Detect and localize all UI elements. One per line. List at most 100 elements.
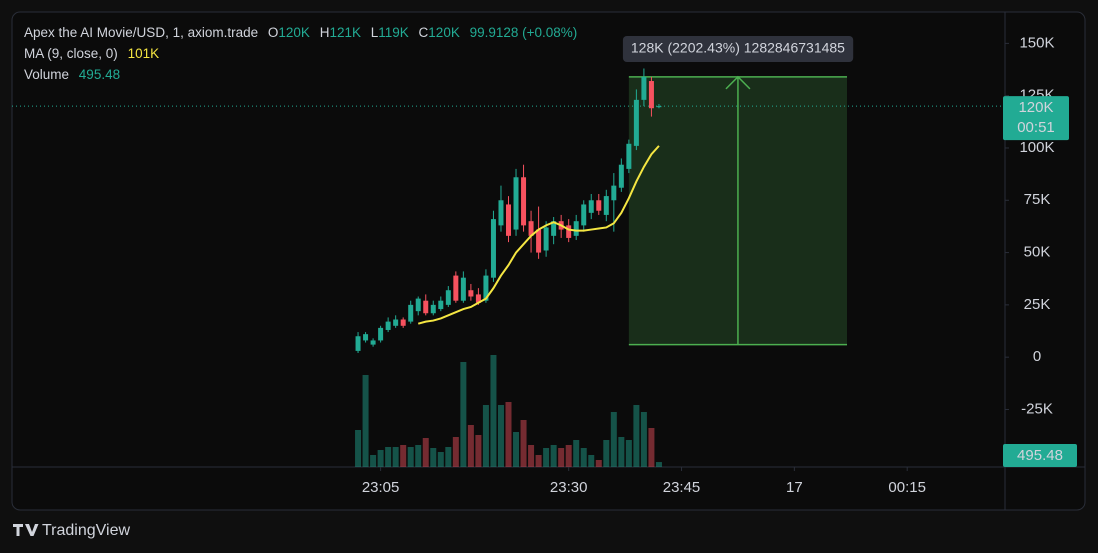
volume-bar [362, 375, 369, 467]
volume-bar [648, 428, 655, 467]
volume-bar [520, 420, 527, 467]
candle-body [393, 319, 399, 326]
volume-legend-name: Volume [24, 67, 69, 82]
volume-bar [490, 355, 497, 467]
ohlc-value: 119K [378, 25, 409, 40]
candle-body [618, 164, 624, 188]
volume-bar [482, 405, 489, 467]
ohlc-key: L [371, 25, 379, 40]
candle-body [506, 204, 511, 236]
candle-body [490, 219, 496, 278]
volume-bar [550, 445, 557, 467]
volume-bar [640, 412, 647, 467]
ohlc-key: O [268, 25, 279, 40]
candle-body [566, 225, 572, 238]
candle-body [460, 277, 466, 301]
candle-body [438, 300, 444, 310]
volume-bar [513, 432, 520, 467]
volume-box [1003, 444, 1077, 468]
logo-icon [13, 524, 39, 536]
chart-panel [11, 11, 1086, 511]
candle-body [648, 81, 654, 109]
y-tick-label: 150K [1019, 34, 1054, 51]
candle-body [408, 304, 414, 322]
x-tick-label: 23:30 [550, 479, 588, 496]
volume-bar [355, 430, 362, 467]
ma-legend-name: MA (9, close, 0) [24, 46, 118, 61]
volume-bar [422, 438, 429, 467]
volume-bar [497, 405, 504, 467]
candle-body [483, 275, 489, 301]
volume-bar [655, 462, 662, 467]
volume-bar [580, 448, 587, 467]
price-box-countdown: 00:51 [1017, 119, 1055, 136]
volume-bar [430, 448, 437, 467]
volume-bar [633, 405, 640, 467]
volume-box-label: 495.48 [1017, 447, 1063, 464]
volume-bar [625, 440, 632, 467]
volume-bar [385, 447, 392, 467]
price-box [1003, 96, 1069, 141]
volume-bar [407, 447, 414, 467]
candle-body [596, 200, 602, 211]
ma-legend: MA (9, close, 0) 101K [24, 46, 159, 61]
volume-bar [618, 437, 625, 467]
price-box-label: 120K [1018, 99, 1053, 116]
volume-bar [452, 437, 459, 467]
candle-body [528, 221, 534, 236]
measure-tooltip: 128K (2202.43%) 1282846731485 [622, 36, 854, 62]
volume-bar [475, 435, 482, 467]
volume-bar [392, 447, 399, 467]
volume-legend: Volume 495.48 [24, 67, 120, 82]
ohlc-change: 99.9128 (+0.08%) [470, 25, 578, 40]
candle-body [543, 227, 549, 251]
candle-body [385, 321, 391, 330]
volume-bar [467, 425, 474, 467]
volume-bar [610, 412, 617, 467]
volume-bar [415, 445, 422, 467]
measure-label-box [622, 36, 854, 62]
y-tick-label: 25K [1024, 296, 1051, 313]
candle-body [430, 304, 436, 314]
candle-body [633, 99, 639, 146]
volume-bar [437, 452, 444, 467]
x-tick-label: 23:45 [663, 479, 701, 496]
candle-body [581, 204, 587, 226]
x-tick-label: 00:15 [888, 479, 926, 496]
candle-body [588, 200, 594, 213]
chart-title: Apex the AI Movie/USD, 1, axiom.trade [24, 25, 258, 40]
volume-bar [595, 460, 602, 467]
candle-body [355, 336, 361, 351]
volume-bar [505, 402, 512, 467]
volume-bar [528, 445, 535, 467]
y-tick-label: 75K [1024, 191, 1051, 208]
candle-body [611, 185, 617, 201]
x-tick-label: 23:05 [362, 479, 400, 496]
logo-text: TradingView [42, 522, 130, 539]
volume-bar [377, 450, 384, 467]
y-tick-label: -25K [1021, 400, 1053, 417]
ma-line [417, 145, 660, 325]
y-tick-label: 0 [1033, 348, 1041, 365]
volume-legend-value: 495.48 [79, 67, 120, 82]
candle-body [453, 275, 459, 301]
candle-body [363, 334, 369, 341]
logo: TradingView [13, 522, 130, 539]
candle-body [626, 143, 632, 169]
measure-label: 128K (2202.43%) 1282846731485 [631, 40, 845, 56]
x-tick-label: 17 [786, 479, 803, 496]
volume-bar [535, 455, 542, 467]
candle-body [498, 200, 504, 226]
candle-body [475, 294, 481, 303]
candle-body [445, 290, 451, 305]
candle-body [521, 177, 527, 226]
candle-body [603, 196, 609, 215]
candle-body [536, 229, 542, 253]
candle-body [513, 177, 519, 230]
candle-body [378, 327, 384, 341]
volume-bar [445, 447, 452, 467]
candle-body [656, 106, 662, 108]
